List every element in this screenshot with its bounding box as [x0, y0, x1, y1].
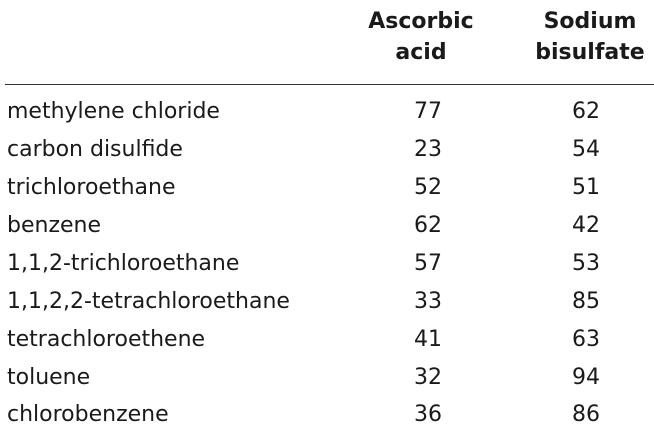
compound-name: 1,1,2-trichloroethane — [7, 251, 240, 276]
compound-name: chlorobenzene — [7, 402, 169, 427]
table-row: methylene chloride 77 62 — [0, 93, 654, 131]
table-header: Ascorbic acid Sodium bisulfate — [0, 6, 654, 76]
header-sodium-bisulfate-line-2: bisulfate — [535, 40, 645, 65]
ascorbic-acid-value: 36 — [414, 402, 442, 427]
ascorbic-acid-value: 41 — [414, 327, 442, 352]
header-sodium-bisulfate-line-1: Sodium — [543, 9, 637, 34]
table-row: chlorobenzene 36 86 — [0, 396, 654, 434]
sodium-bisulfate-value: 85 — [572, 289, 600, 314]
sodium-bisulfate-value: 53 — [572, 251, 600, 276]
table-row: carbon disulfide 23 54 — [0, 131, 654, 169]
compound-name: toluene — [7, 365, 91, 390]
compound-name: benzene — [7, 213, 102, 238]
sodium-bisulfate-value: 62 — [572, 99, 600, 124]
sodium-bisulfate-value: 51 — [572, 175, 600, 200]
compound-name: methylene chloride — [7, 99, 220, 124]
compound-name: tetrachloroethene — [7, 327, 206, 352]
ascorbic-acid-value: 32 — [414, 365, 442, 390]
header-ascorbic-acid: Ascorbic acid — [358, 6, 484, 68]
ascorbic-acid-value: 52 — [414, 175, 442, 200]
compound-name: carbon disulfide — [7, 137, 183, 162]
ascorbic-acid-value: 62 — [414, 213, 442, 238]
sodium-bisulfate-value: 94 — [572, 365, 600, 390]
sodium-bisulfate-value: 63 — [572, 327, 600, 352]
table-row: trichloroethane 52 51 — [0, 169, 654, 207]
ascorbic-acid-value: 57 — [414, 251, 442, 276]
header-rule — [5, 84, 654, 85]
ascorbic-acid-value: 33 — [414, 289, 442, 314]
sodium-bisulfate-value: 42 — [572, 213, 600, 238]
compound-name: 1,1,2,2-tetrachloroethane — [7, 289, 290, 314]
header-ascorbic-acid-line-1: Ascorbic — [368, 9, 474, 34]
ascorbic-acid-value: 77 — [414, 99, 442, 124]
table-row: benzene 62 42 — [0, 207, 654, 245]
table-row: 1,1,2-trichloroethane 57 53 — [0, 245, 654, 283]
table-row: 1,1,2,2-tetrachloroethane 33 85 — [0, 283, 654, 321]
compound-name: trichloroethane — [7, 175, 176, 200]
header-sodium-bisulfate: Sodium bisulfate — [526, 6, 654, 68]
ascorbic-acid-value: 23 — [414, 137, 442, 162]
table-row: toluene 32 94 — [0, 359, 654, 397]
sodium-bisulfate-value: 86 — [572, 402, 600, 427]
table-row: tetrachloroethene 41 63 — [0, 321, 654, 359]
header-ascorbic-acid-line-2: acid — [395, 40, 447, 65]
sodium-bisulfate-value: 54 — [572, 137, 600, 162]
